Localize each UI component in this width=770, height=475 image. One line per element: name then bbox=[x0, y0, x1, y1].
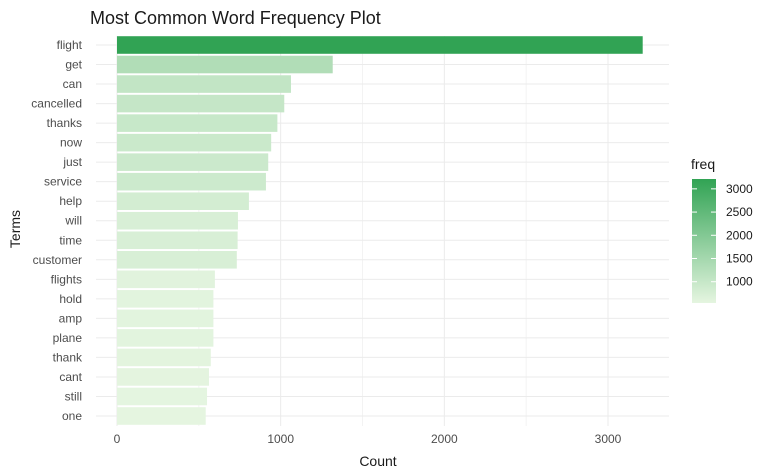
y-tick-label: plane bbox=[53, 331, 83, 345]
x-axis-ticks: 0 1000 2000 3000 bbox=[114, 432, 622, 446]
y-tick-label: hold bbox=[59, 292, 82, 306]
x-tick-label: 0 bbox=[114, 432, 121, 446]
legend-tick-label: 1500 bbox=[726, 252, 753, 266]
bar-time bbox=[117, 231, 238, 250]
y-tick-label: help bbox=[59, 194, 82, 208]
bar-will bbox=[117, 211, 238, 230]
legend-tick-label: 1000 bbox=[726, 275, 753, 289]
y-tick-label: get bbox=[65, 58, 82, 72]
legend-tick-label: 2000 bbox=[726, 228, 753, 242]
bar-cancelled bbox=[117, 94, 285, 113]
y-tick-label: can bbox=[63, 77, 82, 91]
grid bbox=[96, 36, 669, 426]
bar-customer bbox=[117, 251, 237, 269]
legend-ticks: 1000 1500 2000 2500 3000 bbox=[692, 182, 753, 289]
bar-amp bbox=[117, 309, 214, 328]
bar-now bbox=[117, 133, 272, 152]
bar-one bbox=[117, 407, 206, 425]
y-tick-label: one bbox=[62, 409, 82, 423]
bar-can bbox=[117, 75, 291, 93]
bar-thank bbox=[117, 348, 211, 367]
x-tick-label: 1000 bbox=[267, 432, 294, 446]
bar-flights bbox=[117, 270, 215, 289]
y-tick-label: cancelled bbox=[31, 97, 82, 111]
bar-hold bbox=[117, 290, 214, 308]
y-tick-label: amp bbox=[59, 311, 83, 325]
y-tick-label: customer bbox=[33, 253, 82, 267]
legend-tick-label: 2500 bbox=[726, 205, 753, 219]
legend-tick-label: 3000 bbox=[726, 182, 753, 196]
y-axis-ticks: flight get can cancelled thanks now just servic… bbox=[31, 38, 83, 423]
x-tick-label: 2000 bbox=[431, 432, 458, 446]
y-tick-label: flight bbox=[57, 38, 83, 52]
y-tick-label: still bbox=[65, 389, 82, 403]
y-tick-label: just bbox=[62, 155, 82, 169]
bar-cant bbox=[117, 368, 209, 386]
legend-title: freq bbox=[691, 156, 715, 172]
y-tick-label: cant bbox=[59, 370, 82, 384]
y-tick-label: will bbox=[64, 214, 82, 228]
bar-flight bbox=[117, 36, 643, 54]
bars bbox=[117, 36, 643, 425]
bar-service bbox=[117, 172, 266, 191]
bar-help bbox=[117, 192, 249, 210]
x-axis-title: Count bbox=[359, 453, 396, 469]
y-tick-label: now bbox=[60, 136, 82, 150]
bar-still bbox=[117, 387, 208, 406]
y-tick-label: thank bbox=[53, 350, 83, 364]
legend: freq 1000 1500 2000 2500 3000 bbox=[691, 156, 753, 303]
legend-colorbar bbox=[692, 179, 716, 303]
x-tick-label: 3000 bbox=[595, 432, 622, 446]
bar-just bbox=[117, 153, 269, 171]
y-axis-title: Terms bbox=[7, 210, 23, 248]
y-tick-label: service bbox=[44, 175, 82, 189]
bar-thanks bbox=[117, 114, 278, 132]
y-tick-label: flights bbox=[51, 272, 82, 286]
y-tick-label: thanks bbox=[47, 116, 82, 130]
bar-plane bbox=[117, 329, 214, 347]
chart-title: Most Common Word Frequency Plot bbox=[90, 8, 381, 28]
y-tick-label: time bbox=[59, 233, 82, 247]
bar-get bbox=[117, 55, 333, 74]
